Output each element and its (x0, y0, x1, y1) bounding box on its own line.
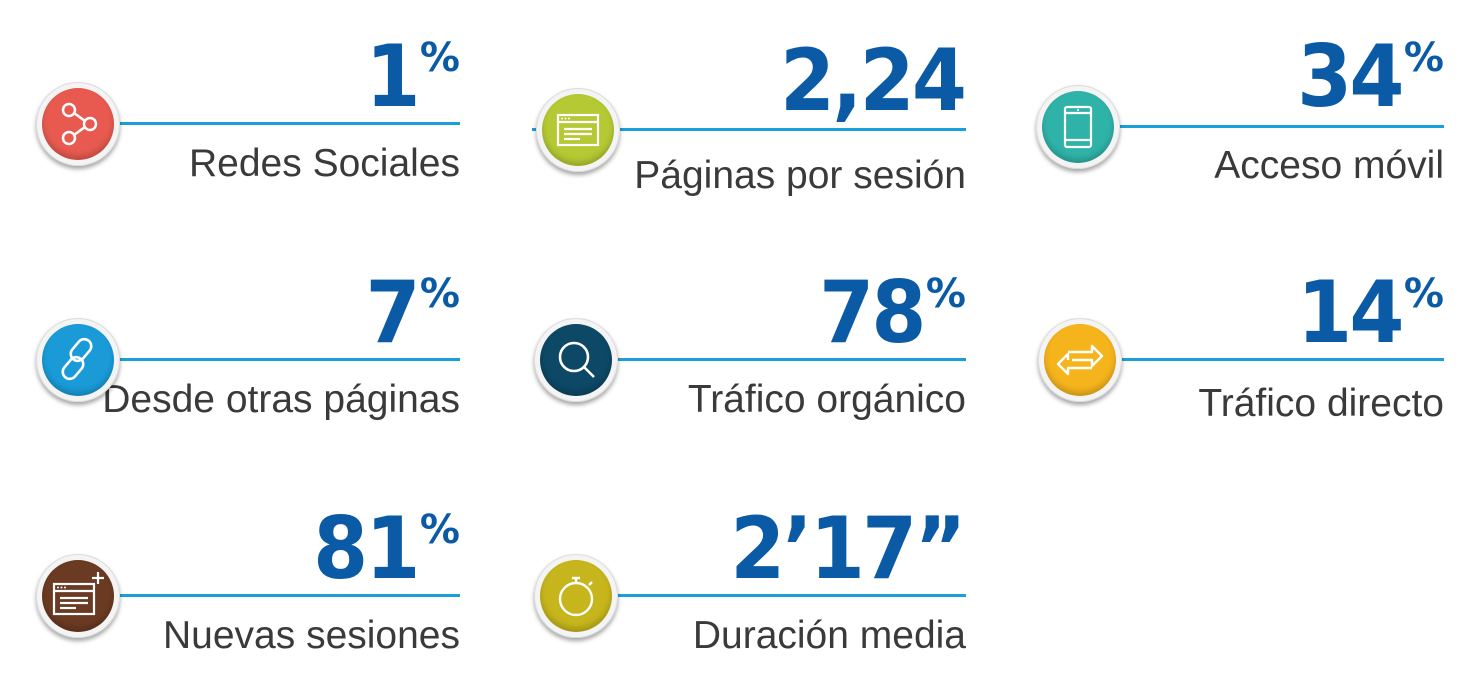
link-icon-badge (36, 318, 120, 402)
divider (36, 358, 460, 361)
stat-duracion-media: 2’17” Duración media (534, 499, 967, 662)
divider (36, 594, 460, 597)
stat-label: Acceso móvil (1214, 144, 1444, 187)
share-icon (61, 102, 98, 146)
exchange-arrows-icon-badge (1038, 318, 1122, 402)
stat-trafico-organico: 78% Tráfico orgánico (534, 266, 966, 426)
stat-label: Desde otras páginas (102, 378, 460, 421)
stat-label: Redes Sociales (189, 142, 460, 185)
divider (532, 128, 966, 131)
search-icon (558, 341, 595, 378)
stat-acceso-movil: 34% Acceso móvil (1036, 30, 1444, 190)
stat-value: 14% (1297, 263, 1444, 363)
stat-desde-otras-paginas: 7% Desde otras páginas (36, 266, 460, 426)
stopwatch-icon-badge (534, 554, 618, 638)
divider (534, 358, 966, 361)
stat-value: 1% (365, 27, 460, 127)
browser-window-icon-badge (536, 88, 620, 172)
stat-trafico-directo: 14% Tráfico directo (1038, 266, 1444, 430)
stat-value: 81% (313, 499, 460, 599)
stat-paginas-por-sesion: 2,24 Páginas por sesión (532, 30, 967, 200)
divider (534, 594, 966, 597)
stopwatch-icon (558, 576, 594, 617)
stat-value: 2,24 (779, 31, 967, 131)
mobile-device-icon-badge (1036, 85, 1120, 169)
stat-label: Tráfico orgánico (687, 378, 966, 421)
new-window-icon-badge (36, 554, 120, 638)
stat-label: Duración media (692, 614, 966, 657)
stat-nuevas-sesiones: 81% Nuevas sesiones (36, 502, 460, 662)
divider (1036, 125, 1444, 128)
stat-label: Páginas por sesión (634, 154, 966, 197)
divider (36, 122, 460, 125)
stat-value: 34% (1297, 27, 1444, 127)
browser-window-icon (556, 113, 600, 147)
share-icon-badge (36, 82, 120, 166)
stat-redes-sociales: 1% Redes Sociales (36, 30, 460, 190)
stat-value: 7% (365, 263, 460, 363)
stat-label: Nuevas sesiones (163, 614, 460, 657)
mobile-device-icon (1063, 105, 1093, 149)
link-icon (61, 337, 93, 381)
divider (1038, 358, 1444, 361)
exchange-arrows-icon (1056, 344, 1104, 376)
search-icon-badge (534, 318, 618, 402)
stat-value: 78% (819, 263, 966, 363)
stat-label: Tráfico directo (1198, 382, 1444, 425)
stat-value: 2’17” (730, 499, 967, 599)
new-window-icon (52, 572, 104, 616)
